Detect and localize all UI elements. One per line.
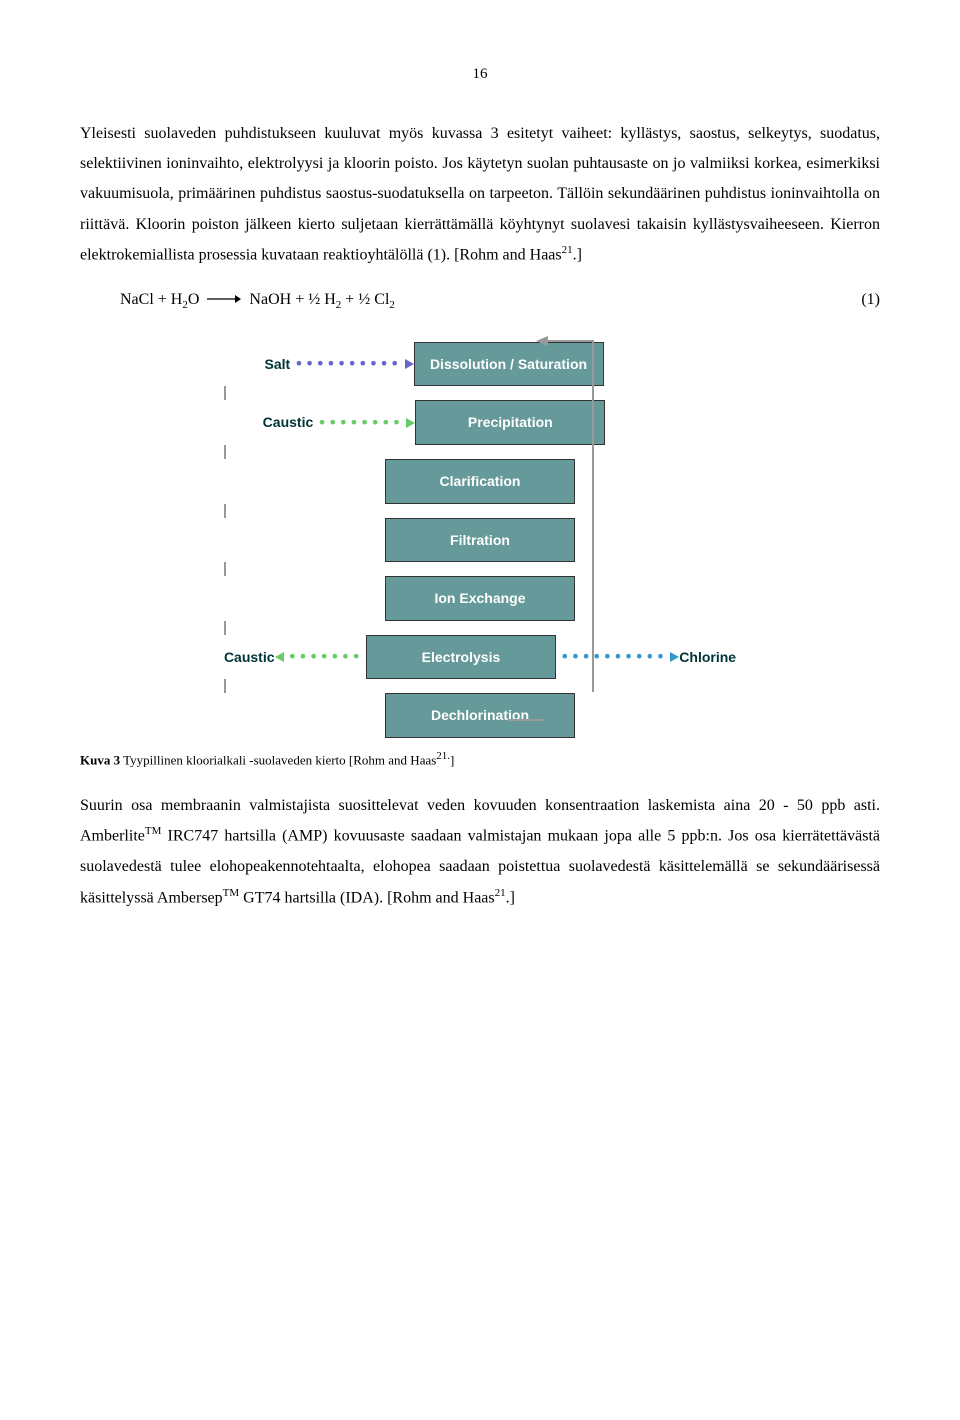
p2-tm2: TM: [223, 887, 240, 899]
figure-3-caption: Kuva 3 Tyypillinen kloorialkali -suolave…: [80, 746, 880, 773]
arrow-right-icon: [207, 294, 241, 304]
dots-salt: ••••••••••: [290, 356, 404, 372]
p2-tm1: TM: [145, 825, 162, 837]
equation-line: NaCl + H2O NaOH + ½ H2 + ½ Cl2 (1): [120, 285, 880, 316]
p2-d: .]: [506, 889, 515, 906]
flowchart: Salt •••••••••• Dissolution / Saturation…: [224, 336, 736, 738]
label-salt: Salt: [264, 351, 290, 378]
arrow-right-icon: [670, 652, 679, 662]
flow-row-filtration: Filtration: [224, 518, 736, 563]
label-caustic-bottom: Caustic: [224, 644, 275, 671]
caption-end: ]: [450, 752, 454, 767]
arrow-right-icon: [405, 359, 414, 369]
equation-number: (1): [861, 285, 880, 316]
eq-rhs1: NaOH + ½ H: [249, 291, 335, 308]
dots-caustic-top: ••••••••: [313, 415, 406, 431]
flow-step-electrolysis: Electrolysis: [366, 635, 556, 680]
equation-body: NaCl + H2O NaOH + ½ H2 + ½ Cl2: [120, 285, 395, 316]
paragraph-1: Yleisesti suolaveden puhdistukseen kuulu…: [80, 119, 880, 271]
p2-ref: 21: [495, 887, 506, 899]
paragraph-1-text: Yleisesti suolaveden puhdistukseen kuulu…: [80, 125, 880, 264]
caption-rest: Tyypillinen kloorialkali -suolaveden kie…: [120, 752, 436, 767]
flow-row-clarification: Clarification: [224, 459, 736, 504]
connector: [224, 679, 226, 693]
recycle-arrowhead-icon: [534, 335, 548, 347]
caption-bold: Kuva 3: [80, 752, 120, 767]
connector: [224, 562, 226, 576]
flow-row-dechlorination: Dechlorination: [224, 693, 736, 738]
caption-ref: 21.: [436, 750, 450, 762]
flow-row-ionexchange: Ion Exchange: [224, 576, 736, 621]
eq-lhs: NaCl + H: [120, 291, 182, 308]
eq-lhs2: O: [188, 291, 200, 308]
label-caustic-top: Caustic: [263, 409, 314, 436]
recycle-line: [542, 340, 594, 692]
label-chlorine: Chlorine: [679, 644, 736, 671]
dots-caustic-bottom: •••••••: [284, 649, 366, 665]
connector: [224, 445, 226, 459]
eq-rhs2-sub: 2: [389, 299, 395, 311]
paragraph-1-ref: 21: [562, 244, 573, 256]
p2-c: GT74 hartsilla (IDA). [Rohm and Haas: [239, 889, 495, 906]
paragraph-2: Suurin osa membraanin valmistajista suos…: [80, 791, 880, 913]
arrow-right-icon: [406, 418, 415, 428]
flow-step-dechlorination: Dechlorination: [385, 693, 575, 738]
flow-row-dissolution: Salt •••••••••• Dissolution / Saturation: [224, 342, 736, 387]
connector: [224, 386, 226, 400]
figure-3: Salt •••••••••• Dissolution / Saturation…: [80, 336, 880, 738]
connector: [224, 504, 226, 518]
flow-row-electrolysis: Caustic ••••••• Electrolysis •••••••••• …: [224, 635, 736, 680]
connector: [224, 621, 226, 635]
arrow-left-icon: [275, 652, 284, 662]
recycle-tail: [508, 719, 544, 721]
flow-row-precipitation: Caustic •••••••• Precipitation: [224, 400, 736, 445]
page-number: 16: [80, 60, 880, 89]
eq-rhs2: + ½ Cl: [341, 291, 389, 308]
paragraph-1-end: .]: [573, 246, 582, 263]
